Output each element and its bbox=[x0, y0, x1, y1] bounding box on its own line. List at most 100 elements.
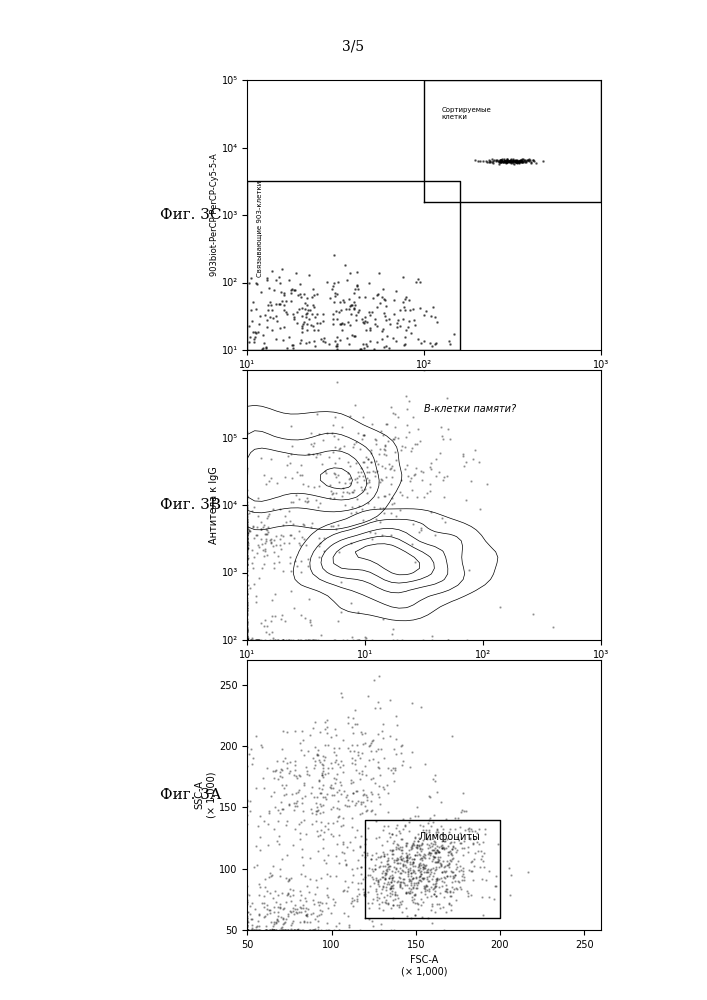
Point bbox=[310, 795, 322, 811]
Point bbox=[265, 297, 276, 313]
Point bbox=[280, 613, 291, 629]
Point bbox=[362, 867, 373, 883]
Point bbox=[303, 267, 315, 283]
Point bbox=[320, 922, 331, 938]
Point bbox=[291, 793, 303, 809]
Point bbox=[443, 847, 454, 863]
Point bbox=[397, 294, 408, 310]
Point bbox=[264, 922, 275, 938]
Point bbox=[325, 868, 336, 884]
Point bbox=[414, 855, 426, 871]
Point bbox=[424, 839, 436, 855]
Point bbox=[441, 857, 452, 873]
Point bbox=[525, 155, 537, 171]
Point bbox=[437, 428, 448, 444]
Point bbox=[412, 808, 423, 824]
Point bbox=[349, 702, 361, 718]
Point bbox=[308, 750, 319, 766]
Point bbox=[323, 336, 334, 352]
Point bbox=[376, 458, 387, 474]
Point bbox=[481, 476, 493, 492]
Point bbox=[387, 883, 398, 899]
Point bbox=[275, 611, 286, 627]
Point bbox=[419, 883, 431, 899]
Point bbox=[284, 632, 295, 648]
Point bbox=[242, 632, 253, 648]
Point bbox=[344, 408, 356, 424]
Point bbox=[307, 632, 318, 648]
Point bbox=[337, 292, 349, 308]
Point bbox=[291, 922, 303, 938]
Point bbox=[315, 785, 327, 801]
Point bbox=[322, 737, 333, 753]
Point bbox=[433, 844, 444, 860]
Point bbox=[387, 760, 398, 776]
Point bbox=[477, 889, 488, 905]
Point bbox=[369, 861, 380, 877]
Point bbox=[349, 301, 360, 317]
Point bbox=[456, 872, 467, 888]
Point bbox=[436, 840, 448, 856]
Point bbox=[318, 760, 329, 776]
Point bbox=[346, 484, 358, 500]
Point bbox=[387, 897, 399, 913]
Point bbox=[258, 899, 269, 915]
Point bbox=[312, 446, 323, 462]
Point bbox=[508, 153, 519, 169]
Point bbox=[258, 517, 269, 533]
Point bbox=[378, 321, 389, 337]
Point bbox=[245, 911, 257, 927]
Point bbox=[391, 820, 402, 836]
Point bbox=[355, 341, 366, 357]
Point bbox=[522, 152, 533, 168]
Point bbox=[247, 542, 258, 558]
Point bbox=[288, 516, 299, 532]
Point bbox=[271, 922, 282, 938]
Point bbox=[280, 514, 291, 530]
Point bbox=[445, 843, 456, 859]
Point bbox=[263, 805, 274, 821]
Point bbox=[420, 303, 431, 319]
Point bbox=[506, 155, 517, 171]
Point bbox=[430, 854, 441, 870]
Point bbox=[366, 847, 378, 863]
Point bbox=[359, 869, 370, 885]
Point bbox=[268, 555, 279, 571]
Point bbox=[447, 847, 458, 863]
Point bbox=[373, 265, 385, 281]
Point bbox=[254, 887, 265, 903]
Point bbox=[434, 464, 445, 480]
Point bbox=[466, 821, 477, 837]
Point bbox=[414, 300, 425, 316]
Point bbox=[405, 841, 416, 857]
Point bbox=[287, 887, 298, 903]
Point bbox=[411, 870, 422, 886]
Point bbox=[522, 152, 534, 168]
Point bbox=[242, 628, 253, 644]
Point bbox=[245, 270, 257, 286]
Point bbox=[388, 852, 399, 868]
Point bbox=[308, 922, 320, 938]
Point bbox=[338, 764, 349, 780]
Point bbox=[243, 887, 255, 903]
Point bbox=[349, 892, 360, 908]
Point bbox=[429, 527, 440, 543]
Point bbox=[242, 632, 253, 648]
Point bbox=[242, 632, 253, 648]
Point bbox=[277, 563, 288, 579]
Point bbox=[445, 897, 457, 913]
Point bbox=[282, 873, 293, 889]
Point bbox=[414, 868, 426, 884]
Point bbox=[308, 479, 320, 495]
Point bbox=[242, 878, 253, 894]
Point bbox=[403, 871, 414, 887]
Point bbox=[300, 537, 312, 553]
Point bbox=[353, 881, 364, 897]
Point bbox=[363, 911, 375, 927]
Point bbox=[279, 922, 290, 938]
Point bbox=[252, 632, 264, 648]
Point bbox=[428, 836, 439, 852]
Point bbox=[412, 826, 423, 842]
Point bbox=[369, 857, 380, 873]
Point bbox=[293, 904, 305, 920]
